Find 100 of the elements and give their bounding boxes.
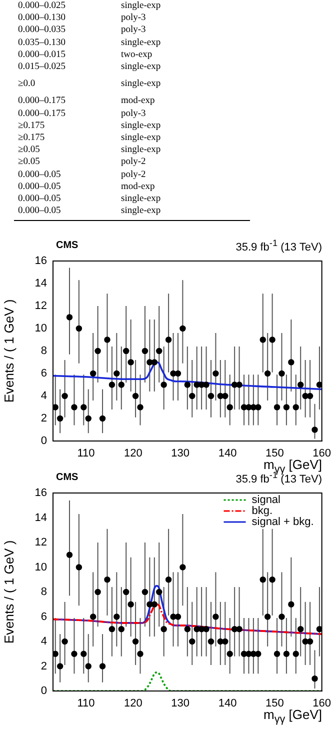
point [76,564,82,570]
point [189,638,196,645]
text: 0.000–0.05 [18,182,61,192]
point [231,626,238,632]
point [71,404,78,410]
y-tick-label: 12 [34,536,47,549]
point [94,348,101,354]
text: single-exp [121,120,161,131]
y-tick-label: 10 [34,322,47,335]
point [203,626,210,632]
point [255,404,262,410]
point [208,392,214,400]
point [180,564,186,570]
point [278,370,285,377]
text: 0.015–0.025 [18,62,66,72]
point [53,404,58,410]
text: single-exp [121,145,161,156]
point [174,614,182,620]
point [90,614,96,620]
point [217,392,224,400]
legend-label: signal + bkg. [252,516,314,528]
text: 0.000–0.05 [18,194,61,204]
point [194,626,200,632]
point [217,638,224,645]
x-tick-label: 150 [265,448,284,460]
text: ≥0.05 [18,157,40,168]
point [184,382,191,388]
y-tick-label: 6 [40,368,47,380]
text: poly-2 [121,157,146,168]
point [194,382,200,388]
y-tick-label: 0 [40,685,47,698]
y-tick-label: 14 [34,278,47,290]
point [316,382,322,388]
point [250,404,257,410]
point [240,404,248,410]
point [170,614,176,620]
point [137,404,144,410]
point [264,614,271,620]
point [142,588,148,596]
point [246,650,252,657]
y-tick-label: 0 [40,435,47,448]
point [180,325,186,332]
x-tick-label: 140 [218,448,237,460]
y-tick-label: 8 [40,586,47,598]
point [108,626,116,632]
text: 0.035–0.130 [18,38,66,48]
x-tick-label: 110 [77,698,95,710]
point [90,370,96,377]
point [246,404,252,410]
point [189,392,196,400]
point [255,650,262,657]
point [85,663,92,670]
point [236,626,242,632]
text: 0.000–0.130 [18,13,66,24]
point [56,663,64,670]
point [292,650,299,657]
point [222,638,228,645]
x-axis-title: m$_{γγ}$ [GeV] [263,707,322,726]
point [260,336,266,343]
x-tick-label: 130 [171,698,190,710]
text: single-exp [121,38,161,48]
point [312,676,318,682]
text: single-exp [121,194,161,204]
y-tick-label: 4 [40,636,47,648]
y-tick-label: 2 [40,412,47,425]
point [99,663,106,670]
y-tick-label: 4 [40,390,47,402]
text: poly-3 [121,25,146,36]
text: ≥0.175 [18,133,45,143]
point [222,392,228,400]
point [208,638,214,645]
point [66,552,73,558]
x-tick-label: 120 [124,448,142,460]
text: single-exp [121,62,161,72]
point [62,392,68,400]
chart-title: CMS [56,472,78,483]
text: ≥0.0 [18,79,36,90]
point [160,382,167,388]
point [108,382,116,388]
point [288,359,294,366]
text: 0.000–0.035 [18,25,66,36]
y-axis-title: Events / ( 1 GeV ) [1,540,16,644]
legend-label: signal [252,494,281,506]
chart-title: CMS [56,240,78,251]
point [170,370,176,377]
text: 0.000–0.025 [18,1,66,11]
point [137,650,144,657]
point [306,638,314,645]
text: poly-3 [121,13,146,24]
text: 0.000–0.05 [18,206,61,216]
point [132,638,139,645]
x-tick-label: 160 [312,698,332,710]
point [226,650,233,657]
text: 0.000–0.05 [18,170,61,180]
text: single-exp [121,206,161,216]
x-tick-label: 120 [124,698,142,710]
point [283,650,290,657]
point [250,650,257,657]
y-tick-label: 16 [34,255,47,268]
x-tick-label: 160 [312,448,332,460]
